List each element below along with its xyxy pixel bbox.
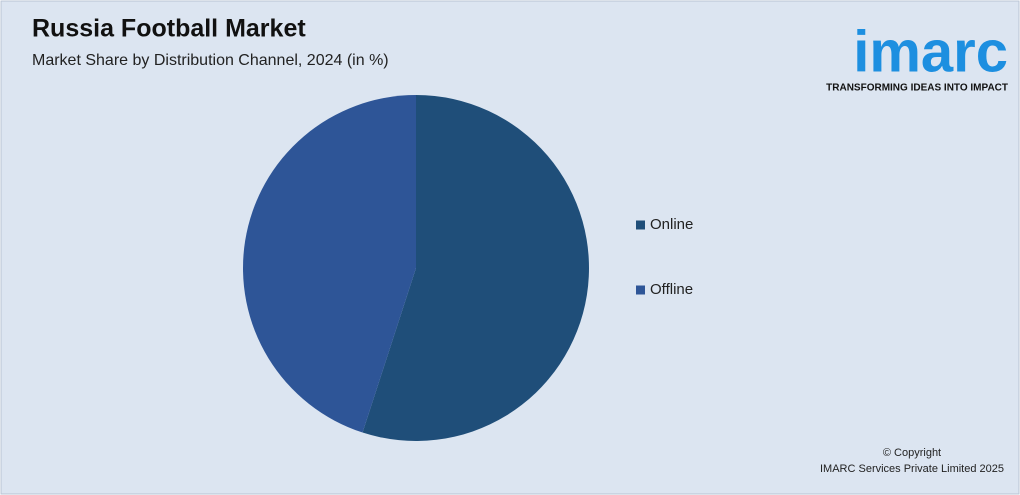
legend-swatch [636, 220, 645, 230]
logo-name: imarc [853, 19, 1008, 84]
copyright: © Copyright [883, 447, 941, 459]
logo-tagline: TRANSFORMING IDEAS INTO IMPACT [826, 83, 1008, 94]
chart-subtitle: Market Share by Distribution Channel, 20… [32, 52, 389, 69]
company: IMARC Services Private Limited 2025 [820, 463, 1004, 475]
pie-slice [243, 95, 416, 433]
legend-swatch [636, 285, 645, 295]
chart-title: Russia Football Market [32, 15, 306, 43]
legend-label: Online [650, 216, 693, 233]
pie-slice [362, 95, 590, 442]
legend-label: Offline [650, 281, 693, 298]
